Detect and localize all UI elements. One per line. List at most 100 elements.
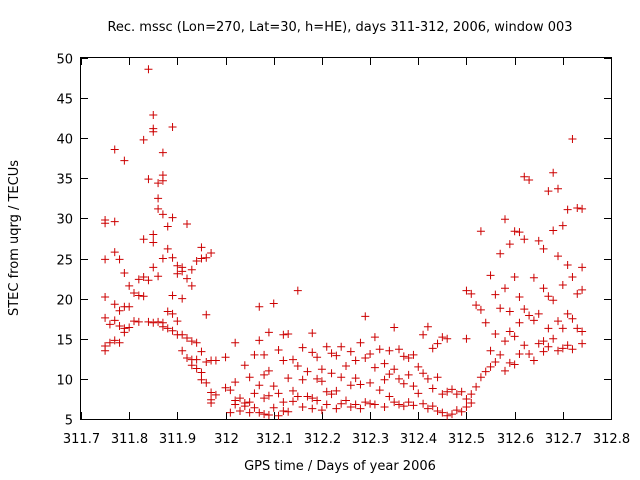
data-point [115, 306, 124, 315]
data-point [544, 324, 553, 333]
data-point [554, 346, 562, 355]
data-point [289, 386, 297, 395]
data-point [245, 398, 254, 407]
data-point [505, 307, 514, 316]
data-point [245, 408, 254, 417]
data-point [293, 392, 302, 401]
data-point [260, 410, 269, 419]
data-point [105, 320, 114, 329]
data-point [332, 404, 341, 413]
y-tick-label: 15 [56, 334, 73, 349]
x-tick-label: 312.5 [448, 432, 485, 447]
data-point [327, 369, 336, 378]
data-point [110, 217, 119, 226]
data-point [337, 342, 346, 351]
data-point [544, 292, 553, 301]
y-tick-label: 25 [56, 254, 73, 269]
data-point [375, 345, 384, 354]
data-point [443, 411, 452, 420]
data-point [269, 382, 278, 391]
data-point [298, 375, 307, 384]
data-point [158, 148, 167, 157]
data-point [409, 382, 418, 391]
data-point [346, 402, 355, 411]
y-tick-label: 20 [56, 294, 73, 309]
data-point [491, 329, 500, 338]
data-point [255, 381, 264, 390]
data-point [139, 292, 148, 301]
data-point [279, 330, 288, 339]
data-point [178, 267, 187, 276]
data-point [289, 355, 297, 364]
data-point [168, 253, 177, 262]
data-point [361, 354, 370, 363]
data-point [110, 300, 119, 309]
data-point [554, 184, 562, 193]
data-point [578, 204, 587, 213]
data-point [380, 402, 389, 411]
data-point [554, 252, 562, 261]
data-point [274, 346, 283, 355]
data-point [197, 254, 206, 263]
x-tick-label: 312.1 [256, 432, 293, 447]
data-point [395, 374, 403, 383]
data-point [139, 273, 148, 282]
data-point [404, 370, 413, 379]
y-tick-label: 40 [56, 133, 73, 148]
data-point [250, 350, 259, 359]
data-point [414, 362, 423, 371]
data-point [534, 236, 543, 245]
data-point [534, 339, 543, 348]
data-point [370, 400, 379, 409]
x-tick-label: 311.8 [111, 432, 148, 447]
data-point [187, 361, 196, 370]
data-point [332, 351, 341, 360]
data-point [568, 345, 577, 354]
data-point [255, 336, 264, 345]
data-point [476, 373, 485, 382]
data-point [144, 65, 153, 74]
data-point [501, 215, 509, 224]
data-point [255, 302, 264, 311]
data-point [255, 408, 264, 417]
data-point [529, 356, 538, 365]
x-tick-label: 311.9 [159, 432, 196, 447]
data-point [183, 220, 191, 229]
data-point [462, 334, 471, 343]
data-point [515, 293, 524, 302]
data-point [269, 299, 278, 308]
data-point [457, 387, 466, 396]
data-point [154, 179, 163, 188]
data-point [264, 410, 273, 419]
data-point [448, 410, 456, 419]
plot-frame [80, 57, 612, 420]
data-point [385, 370, 394, 379]
data-point [525, 350, 534, 359]
data-point [260, 370, 269, 379]
data-point [390, 365, 399, 374]
data-point [520, 341, 529, 350]
data-point [101, 313, 110, 322]
data-point [173, 317, 182, 326]
data-point [110, 145, 119, 154]
data-point [163, 324, 172, 333]
data-point [351, 356, 360, 365]
data-point [549, 296, 558, 305]
data-point [158, 254, 167, 263]
data-point [558, 221, 567, 230]
data-point [144, 276, 153, 285]
data-point [370, 363, 379, 372]
data-point [183, 354, 191, 363]
data-point [144, 175, 153, 184]
data-point [173, 261, 182, 270]
data-point [101, 219, 110, 228]
data-point [187, 281, 196, 290]
data-point [163, 222, 172, 231]
data-point [448, 385, 456, 394]
data-point [515, 318, 524, 327]
data-point [428, 344, 437, 353]
data-point [419, 369, 428, 378]
data-point [337, 399, 346, 408]
data-point [134, 291, 143, 300]
data-point [520, 172, 529, 181]
